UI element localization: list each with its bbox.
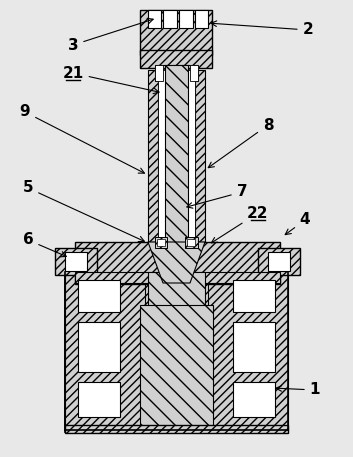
Bar — [195, 70, 205, 243]
Bar — [140, 10, 212, 55]
Text: 2: 2 — [211, 21, 313, 37]
Bar — [185, 237, 198, 248]
Bar — [187, 70, 195, 242]
Bar — [165, 65, 188, 247]
Bar — [140, 305, 213, 430]
Bar — [157, 239, 165, 246]
Bar — [233, 322, 275, 372]
Text: 8: 8 — [208, 117, 273, 168]
Bar — [158, 70, 168, 242]
Text: 22: 22 — [211, 206, 269, 243]
Text: 1: 1 — [276, 383, 320, 398]
Bar — [155, 65, 198, 81]
Text: 3: 3 — [68, 18, 153, 53]
Bar — [190, 65, 198, 81]
Polygon shape — [148, 242, 205, 283]
Bar — [155, 237, 167, 248]
Bar — [195, 10, 208, 28]
Bar — [148, 10, 161, 28]
Bar — [148, 70, 158, 243]
Bar — [65, 252, 87, 271]
Bar — [233, 280, 275, 312]
Bar — [65, 272, 145, 430]
Text: 21: 21 — [62, 65, 159, 94]
Bar — [208, 272, 288, 430]
Bar — [78, 322, 120, 372]
Bar — [65, 272, 288, 432]
Text: 6: 6 — [23, 233, 66, 257]
Bar — [179, 10, 193, 28]
Bar — [140, 50, 212, 68]
Text: 7: 7 — [187, 185, 247, 208]
Bar — [75, 242, 280, 284]
Bar — [78, 280, 120, 312]
Bar — [233, 382, 275, 417]
Bar — [258, 248, 300, 275]
Bar — [65, 425, 288, 433]
Bar — [163, 10, 177, 28]
Bar — [187, 239, 195, 246]
Bar — [268, 252, 290, 271]
Bar — [55, 248, 97, 275]
Text: 4: 4 — [285, 213, 310, 234]
Text: 9: 9 — [20, 105, 144, 173]
Text: 5: 5 — [23, 181, 144, 242]
Polygon shape — [148, 272, 205, 310]
Bar — [155, 65, 163, 81]
Bar — [78, 382, 120, 417]
Bar — [75, 272, 280, 283]
